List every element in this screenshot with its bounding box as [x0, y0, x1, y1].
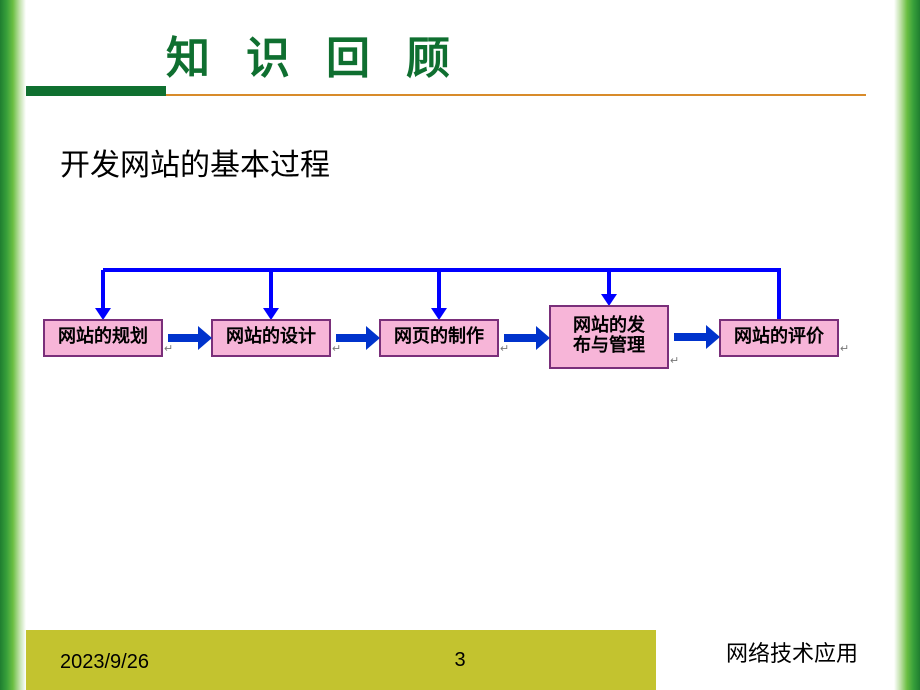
enter-mark-icon: ↵: [840, 343, 849, 355]
enter-mark-icon: ↵: [332, 343, 341, 355]
enter-mark-icon: ↵: [500, 343, 509, 355]
footer-right-text: 网络技术应用: [726, 636, 858, 668]
subtitle-text: 开发网站的基本过程: [60, 140, 330, 184]
flow-node-label: 网站的设计: [226, 325, 316, 346]
feedback-arrowhead-icon: [95, 308, 111, 320]
slide-frame: 知识回顾 开发网站的基本过程 网站的规划 ↵ 网站的设计 ↵ 网页的制作 ↵ 网站的发布与管…: [0, 0, 920, 690]
forward-arrowhead-icon: [706, 325, 720, 349]
title-area: 知识回顾: [26, 12, 894, 96]
title-green-bar: [26, 86, 166, 96]
flowchart-svg: 网站的规划 ↵ 网站的设计 ↵ 网页的制作 ↵ 网站的发布与管理 ↵ 网站的评价 ↵: [26, 254, 894, 404]
forward-arrowhead-icon: [198, 326, 212, 350]
right-border-gradient: [894, 0, 920, 690]
feedback-arrowhead-icon: [601, 294, 617, 306]
enter-mark-icon: ↵: [164, 343, 173, 355]
left-border-gradient: [0, 0, 26, 690]
flow-node-label: 网站的评价: [734, 325, 825, 346]
feedback-arrowhead-icon: [431, 308, 447, 320]
enter-mark-icon: ↵: [670, 355, 679, 367]
flowchart: 网站的规划 ↵ 网站的设计 ↵ 网页的制作 ↵ 网站的发布与管理 ↵ 网站的评价 ↵: [26, 254, 894, 404]
slide-title: 知识回顾: [166, 22, 486, 86]
footer-bar: 2023/9/26 3 网络技术应用: [26, 630, 894, 680]
forward-arrowhead-icon: [366, 326, 380, 350]
feedback-arrowhead-icon: [263, 308, 279, 320]
flow-node-label: 布与管理: [573, 334, 645, 355]
flow-node-label: 网站的规划: [58, 325, 148, 346]
title-orange-underline: [166, 94, 866, 96]
flow-node-label: 网站的发: [573, 314, 646, 335]
forward-arrowhead-icon: [536, 326, 550, 350]
flow-node-label: 网页的制作: [394, 325, 484, 346]
